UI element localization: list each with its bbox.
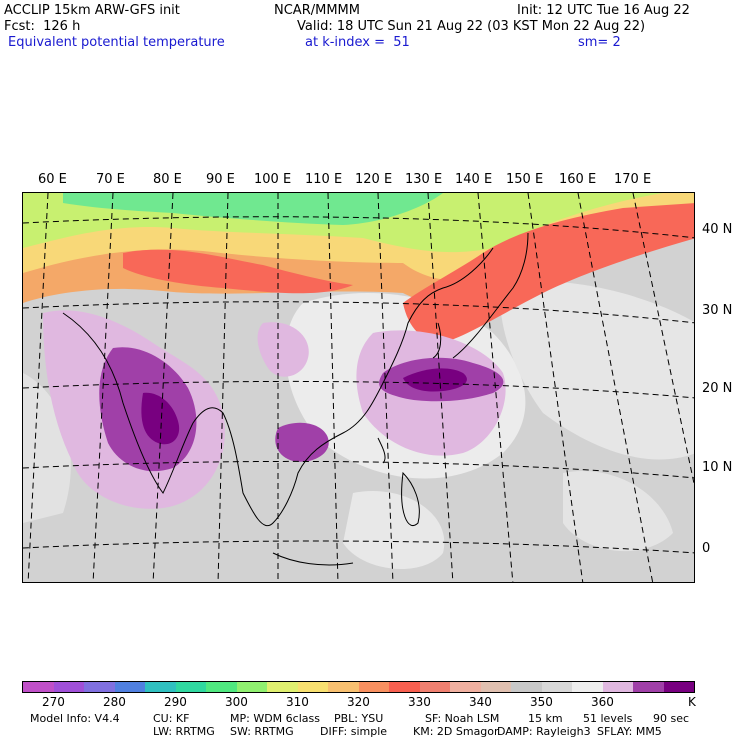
colorbar-swatch <box>23 682 54 692</box>
colorbar-swatch <box>84 682 115 692</box>
colorbar-swatch <box>236 682 267 692</box>
smoothing: sm= 2 <box>578 35 621 50</box>
colorbar-label: 320 <box>347 695 370 709</box>
colorbar-label: 270 <box>42 695 65 709</box>
colorbar-swatch <box>53 682 84 692</box>
model-info-mp: MP: WDM 6class <box>230 712 320 725</box>
lon-label: 120 E <box>355 172 393 187</box>
lon-label: 110 E <box>305 172 343 187</box>
map-svg <box>23 193 694 582</box>
model-info-sw: SW: RRTMG <box>230 725 294 738</box>
model-info-pbl: PBL: YSU <box>334 712 384 725</box>
colorbar-swatch <box>511 682 542 692</box>
colorbar-swatch <box>328 682 359 692</box>
model-info-sf: SF: Noah LSM <box>425 712 500 725</box>
model-title: ACCLIP 15km ARW-GFS init <box>4 3 180 18</box>
model-info-res: 15 km <box>528 712 563 725</box>
colorbar-label: 290 <box>164 695 187 709</box>
colorbar-swatch <box>175 682 206 692</box>
lon-label: 100 E <box>254 172 292 187</box>
colorbar-swatch <box>358 682 389 692</box>
lat-label: 10 N <box>702 460 733 475</box>
theta-e-map <box>22 192 695 583</box>
colorbar-swatch <box>206 682 237 692</box>
colorbar-swatch <box>663 682 694 692</box>
colorbar-swatch <box>267 682 298 692</box>
colorbar-swatch <box>145 682 176 692</box>
model-info-levels: 51 levels <box>583 712 633 725</box>
lat-label: 20 N <box>702 381 733 396</box>
lon-label: 60 E <box>38 172 67 187</box>
colorbar-unit: K <box>688 695 696 709</box>
model-info-version: Model Info: V4.4 <box>30 712 120 725</box>
colorbar-label: 350 <box>530 695 553 709</box>
forecast-hour: Fcst: 126 h <box>4 19 81 34</box>
lon-label: 130 E <box>405 172 443 187</box>
colorbar-swatch <box>480 682 511 692</box>
model-info-km: KM: 2D Smagor <box>413 725 499 738</box>
colorbar-label: 330 <box>408 695 431 709</box>
lon-label: 140 E <box>455 172 493 187</box>
colorbar-swatch <box>602 682 633 692</box>
colorbar-swatch <box>572 682 603 692</box>
colorbar-swatch <box>114 682 145 692</box>
lon-label: 160 E <box>559 172 597 187</box>
model-info-damp: DAMP: Rayleigh3 <box>497 725 591 738</box>
lat-label: 40 N <box>702 222 733 237</box>
lon-label: 170 E <box>614 172 652 187</box>
lon-label: 80 E <box>153 172 182 187</box>
lon-label: 70 E <box>96 172 125 187</box>
colorbar <box>22 681 695 693</box>
model-info-diff: DIFF: simple <box>320 725 388 738</box>
colorbar-swatch <box>297 682 328 692</box>
colorbar-swatch <box>389 682 420 692</box>
model-info-lw: LW: RRTMG <box>153 725 215 738</box>
model-info-cu: CU: KF <box>153 712 190 725</box>
lat-label: 30 N <box>702 303 733 318</box>
center-name: NCAR/MMMM <box>274 3 360 18</box>
colorbar-label: 280 <box>103 695 126 709</box>
level-index: at k-index = 51 <box>305 35 410 50</box>
colorbar-swatch <box>633 682 664 692</box>
init-time: Init: 12 UTC Tue 16 Aug 22 <box>517 3 690 18</box>
lon-label: 90 E <box>206 172 235 187</box>
colorbar-swatch <box>419 682 450 692</box>
colorbar-swatch <box>541 682 572 692</box>
colorbar-label: 360 <box>591 695 614 709</box>
valid-time: Valid: 18 UTC Sun 21 Aug 22 (03 KST Mon … <box>297 19 646 34</box>
lon-label: 150 E <box>506 172 544 187</box>
field-name: Equivalent potential temperature <box>8 35 225 50</box>
model-info-dt: 90 sec <box>653 712 690 725</box>
colorbar-label: 340 <box>469 695 492 709</box>
lat-label: 0 <box>702 541 711 556</box>
colorbar-swatch <box>450 682 481 692</box>
colorbar-label: 300 <box>225 695 248 709</box>
colorbar-label: 310 <box>286 695 309 709</box>
model-info-sflay: SFLAY: MM5 <box>597 725 662 738</box>
